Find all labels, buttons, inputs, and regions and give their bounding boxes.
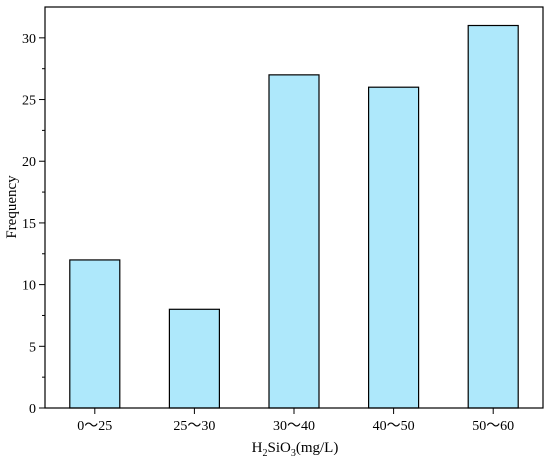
bar <box>268 74 320 409</box>
x-axis-label-part: (mg/L) <box>296 440 339 456</box>
y-tick-label: 5 <box>29 340 36 355</box>
bar <box>368 86 420 409</box>
y-tick-label: 20 <box>22 155 36 170</box>
y-axis-label: Frequency <box>4 175 20 239</box>
y-tick-label: 10 <box>22 279 36 294</box>
x-tick-label: 50～60 <box>472 419 514 434</box>
bar <box>69 259 121 409</box>
x-axis-label: H2SiO3(mg/L) <box>252 440 339 459</box>
x-axis-label-part: H <box>252 440 263 456</box>
bar <box>168 308 220 409</box>
y-tick-label: 0 <box>29 402 36 417</box>
y-tick-label: 30 <box>22 32 36 47</box>
x-tick-label: 40～50 <box>373 419 415 434</box>
bar <box>467 24 519 409</box>
x-tick-label: 0～25 <box>77 419 112 434</box>
x-tick-label: 25～30 <box>173 419 215 434</box>
x-tick-label: 30～40 <box>273 419 315 434</box>
x-axis-label-subscript: 2 <box>263 448 268 459</box>
y-tick-label: 15 <box>22 217 36 232</box>
y-tick-label: 25 <box>22 94 36 109</box>
plot-area: 0 5 10 15 20 25 30 0～25 25～30 30～40 40～50 50～60 <box>22 6 544 434</box>
x-axis-label-subscript: 3 <box>291 448 296 459</box>
x-axis-label-part: SiO <box>268 440 292 456</box>
